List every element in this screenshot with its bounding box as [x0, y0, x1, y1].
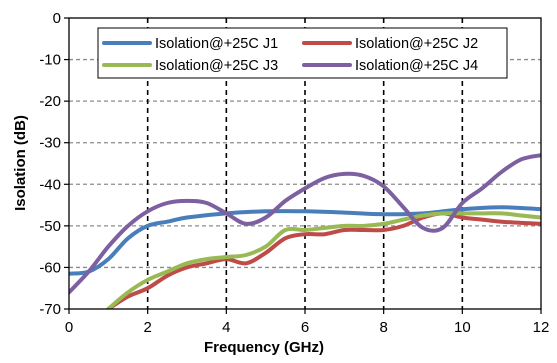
y-tick-label: -40 — [39, 176, 61, 193]
x-tick-label: 6 — [301, 319, 309, 336]
legend-label-4: Isolation@+25C J4 — [355, 58, 478, 74]
y-axis-title: Isolation (dB) — [12, 115, 29, 211]
series-line-2 — [106, 211, 541, 309]
legend-label-1: Isolation@+25C J1 — [155, 36, 278, 52]
series-line-3 — [106, 211, 541, 309]
axes — [64, 17, 542, 314]
y-tick-label: -10 — [39, 52, 61, 69]
legend: Isolation@+25C J1 Isolation@+25C J2 Isolat… — [97, 27, 508, 79]
x-tick-label: 12 — [533, 319, 550, 336]
legend-label-2: Isolation@+25C J2 — [355, 36, 478, 52]
x-tick-label: 0 — [65, 319, 73, 336]
series-line-4 — [69, 153, 541, 295]
x-tick-label: 4 — [222, 319, 230, 336]
x-axis-title: Frequency (GHz) — [204, 339, 324, 356]
y-tick-label: -60 — [39, 259, 61, 276]
legend-label-3: Isolation@+25C J3 — [155, 58, 278, 74]
y-tick-label: -70 — [39, 301, 61, 318]
x-tick-label: 8 — [379, 319, 387, 336]
x-tick-label: 2 — [143, 319, 151, 336]
y-tick-label: 0 — [53, 10, 61, 27]
legend-box — [97, 27, 508, 79]
tick-labels: 0 2 4 6 8 10 12 0 -10 -20 -30 -40 -50 -60 -70 — [39, 10, 549, 336]
series-lines — [69, 153, 541, 309]
y-tick-label: -30 — [39, 135, 61, 152]
y-tick-label: -50 — [39, 218, 61, 235]
x-tick-label: 10 — [454, 319, 471, 336]
y-tick-label: -20 — [39, 93, 61, 110]
